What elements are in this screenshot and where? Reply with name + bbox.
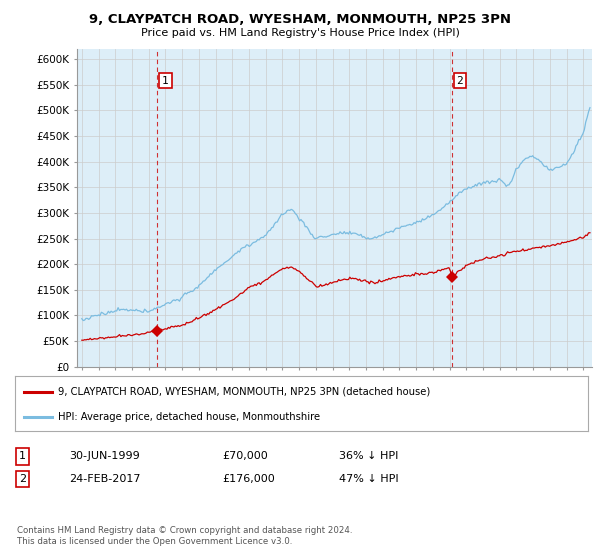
Text: 9, CLAYPATCH ROAD, WYESHAM, MONMOUTH, NP25 3PN: 9, CLAYPATCH ROAD, WYESHAM, MONMOUTH, NP… xyxy=(89,13,511,26)
Text: 1: 1 xyxy=(162,76,169,86)
Text: HPI: Average price, detached house, Monmouthshire: HPI: Average price, detached house, Monm… xyxy=(58,412,320,422)
Text: 30-JUN-1999: 30-JUN-1999 xyxy=(69,451,140,461)
Text: 1: 1 xyxy=(19,451,26,461)
Text: 47% ↓ HPI: 47% ↓ HPI xyxy=(339,474,398,484)
Text: £176,000: £176,000 xyxy=(222,474,275,484)
Text: Contains HM Land Registry data © Crown copyright and database right 2024.
This d: Contains HM Land Registry data © Crown c… xyxy=(17,526,352,546)
Text: Price paid vs. HM Land Registry's House Price Index (HPI): Price paid vs. HM Land Registry's House … xyxy=(140,28,460,38)
Text: 9, CLAYPATCH ROAD, WYESHAM, MONMOUTH, NP25 3PN (detached house): 9, CLAYPATCH ROAD, WYESHAM, MONMOUTH, NP… xyxy=(58,387,430,396)
Text: 2: 2 xyxy=(457,76,463,86)
Text: £70,000: £70,000 xyxy=(222,451,268,461)
Text: 2: 2 xyxy=(19,474,26,484)
Text: 36% ↓ HPI: 36% ↓ HPI xyxy=(339,451,398,461)
Text: 24-FEB-2017: 24-FEB-2017 xyxy=(69,474,140,484)
